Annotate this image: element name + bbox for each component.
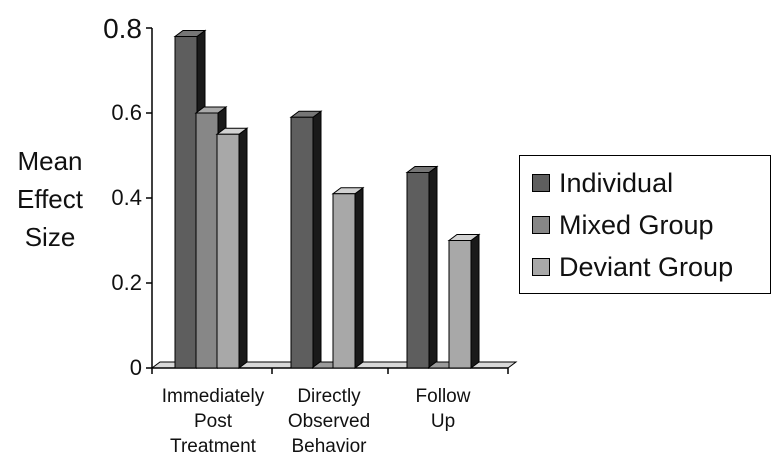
bar-front (216, 133, 240, 369)
bar (289, 110, 323, 369)
legend-item: Individual (532, 164, 673, 202)
bar (331, 186, 365, 369)
bar-side (312, 110, 322, 369)
category-label-line: Up (431, 411, 455, 432)
bar-side (354, 186, 364, 369)
category-label: Follow Up (416, 386, 471, 432)
y-axis-title-line: Effect (16, 184, 83, 214)
bar-side (428, 165, 438, 369)
bar (405, 165, 439, 369)
bar (215, 127, 249, 369)
legend-label: Individual (559, 167, 674, 198)
y-axis-title-line: Size (24, 222, 76, 252)
bar-front (195, 112, 219, 369)
y-tick-label: 0.4 (111, 185, 142, 210)
bar-front (290, 116, 314, 369)
y-tick-label: 0 (130, 355, 142, 380)
bar-front (406, 172, 430, 369)
legend-item: Deviant Group (532, 248, 733, 286)
legend-item: Mixed Group (532, 206, 714, 244)
legend-swatch (532, 216, 550, 234)
category-label-line: Observed (288, 411, 370, 432)
bar-front (448, 240, 472, 369)
category-label-line: Post (194, 411, 233, 432)
bar-side (238, 127, 248, 369)
bar (447, 233, 481, 369)
legend-label: Deviant Group (559, 251, 734, 282)
category-label-line: Immediately (162, 386, 265, 407)
y-tick-label: 0.2 (111, 270, 142, 295)
y-tick-label: 0.8 (103, 13, 142, 44)
bar-front (332, 193, 356, 369)
y-tick-label: 0.6 (111, 100, 142, 125)
bar-front (174, 36, 198, 369)
category-label: Directly Observed Behavior (288, 386, 370, 457)
category-label-line: Follow (416, 386, 471, 407)
y-axis-title-line: Mean (17, 146, 83, 176)
category-label-line: Treatment (170, 436, 257, 457)
legend-swatch (532, 174, 550, 192)
legend-label: Mixed Group (559, 209, 714, 240)
bar-side (470, 233, 480, 369)
legend: Individual Mixed Group Deviant Group (519, 155, 771, 294)
category-label: Immediately Post Treatment (162, 386, 265, 457)
category-label-line: Directly (297, 386, 361, 407)
category-label-line: Behavior (292, 436, 368, 457)
legend-swatch (532, 258, 550, 276)
